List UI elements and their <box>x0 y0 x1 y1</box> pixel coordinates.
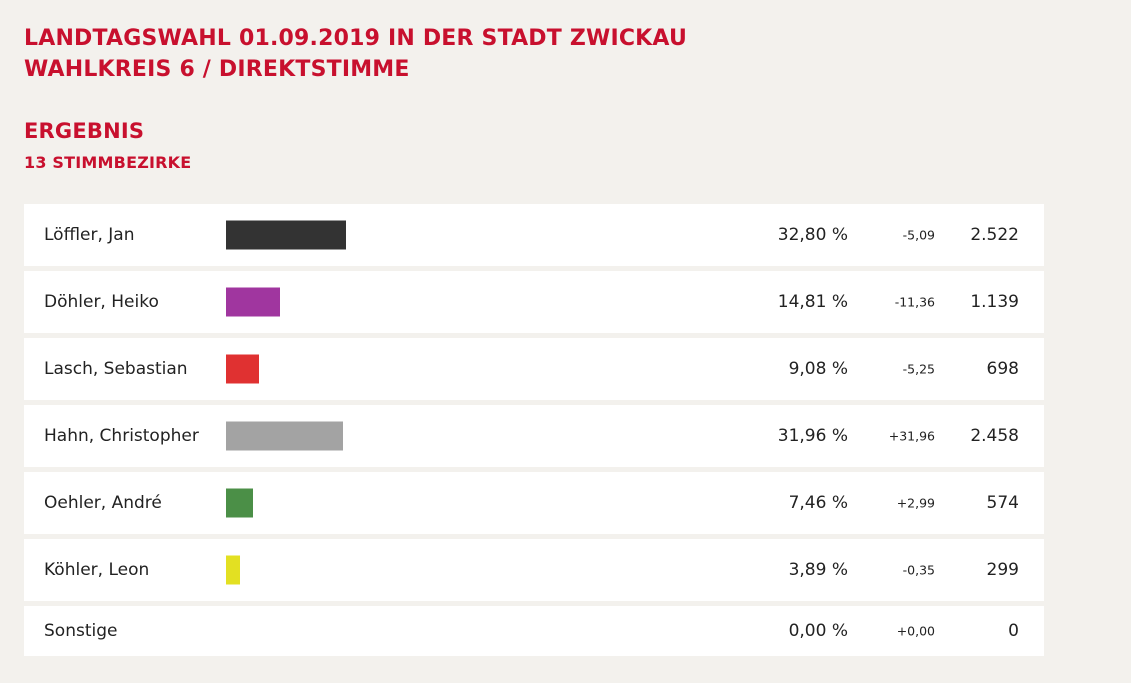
change-value: -5,25 <box>902 361 935 377</box>
candidate-name: Döhler, Heiko <box>44 292 159 312</box>
votes-value: 574 <box>986 493 1019 513</box>
candidate-name: Oehler, André <box>44 493 162 513</box>
candidate-name: Köhler, Leon <box>44 560 150 580</box>
result-row: Sonstige 0,00 % +0,00 0 <box>24 606 1044 656</box>
result-bar <box>226 555 240 585</box>
candidate-name: Lasch, Sebastian <box>44 359 188 379</box>
section-heading: ERGEBNIS <box>24 119 145 143</box>
percent-value: 3,89 % <box>788 560 848 580</box>
votes-value: 1.139 <box>970 292 1019 312</box>
result-row: Köhler, Leon 3,89 % -0,35 299 <box>24 539 1044 601</box>
votes-value: 2.458 <box>970 426 1019 446</box>
percent-value: 0,00 % <box>788 621 848 641</box>
votes-value: 698 <box>986 359 1019 379</box>
result-bar <box>226 488 253 518</box>
result-bar <box>226 220 346 250</box>
page-title: LANDTAGSWAHL 01.09.2019 IN DER STADT ZWI… <box>24 26 688 51</box>
percent-value: 31,96 % <box>777 426 848 446</box>
candidate-name: Sonstige <box>44 621 118 641</box>
candidate-name: Hahn, Christopher <box>44 426 199 446</box>
percent-value: 7,46 % <box>788 493 848 513</box>
candidate-name: Löffler, Jan <box>44 225 135 245</box>
change-value: -11,36 <box>894 294 935 310</box>
page-subtitle: WAHLKREIS 6 / DIREKTSTIMME <box>24 57 410 82</box>
votes-value: 2.522 <box>970 225 1019 245</box>
result-bar <box>226 354 259 384</box>
change-value: +31,96 <box>888 428 935 444</box>
result-bar <box>226 421 343 451</box>
change-value: -5,09 <box>902 227 935 243</box>
votes-value: 0 <box>1008 621 1019 641</box>
percent-value: 32,80 % <box>777 225 848 245</box>
result-row: Löffler, Jan 32,80 % -5,09 2.522 <box>24 204 1044 266</box>
result-row: Hahn, Christopher 31,96 % +31,96 2.458 <box>24 405 1044 467</box>
change-value: -0,35 <box>902 562 935 578</box>
percent-value: 9,08 % <box>788 359 848 379</box>
change-value: +0,00 <box>896 623 935 639</box>
result-row: Oehler, André 7,46 % +2,99 574 <box>24 472 1044 534</box>
result-row: Lasch, Sebastian 9,08 % -5,25 698 <box>24 338 1044 400</box>
change-value: +2,99 <box>896 495 935 511</box>
result-row: Döhler, Heiko 14,81 % -11,36 1.139 <box>24 271 1044 333</box>
result-bar <box>226 287 280 317</box>
results-table: Löffler, Jan 32,80 % -5,09 2.522 Döhler, Hei… <box>24 204 1044 661</box>
section-subheading: 13 STIMMBEZIRKE <box>24 153 192 172</box>
percent-value: 14,81 % <box>777 292 848 312</box>
votes-value: 299 <box>986 560 1019 580</box>
